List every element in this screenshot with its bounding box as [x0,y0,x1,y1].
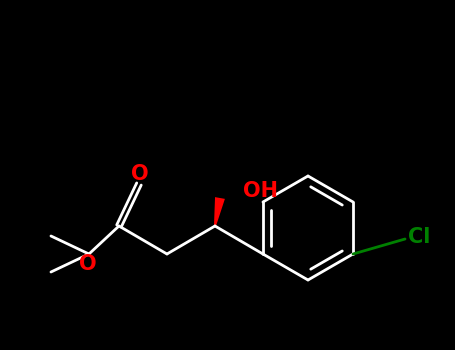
Polygon shape [214,197,225,226]
Text: O: O [131,164,149,184]
Text: OH: OH [243,181,278,201]
Text: Cl: Cl [408,227,430,247]
Text: O: O [79,254,97,274]
